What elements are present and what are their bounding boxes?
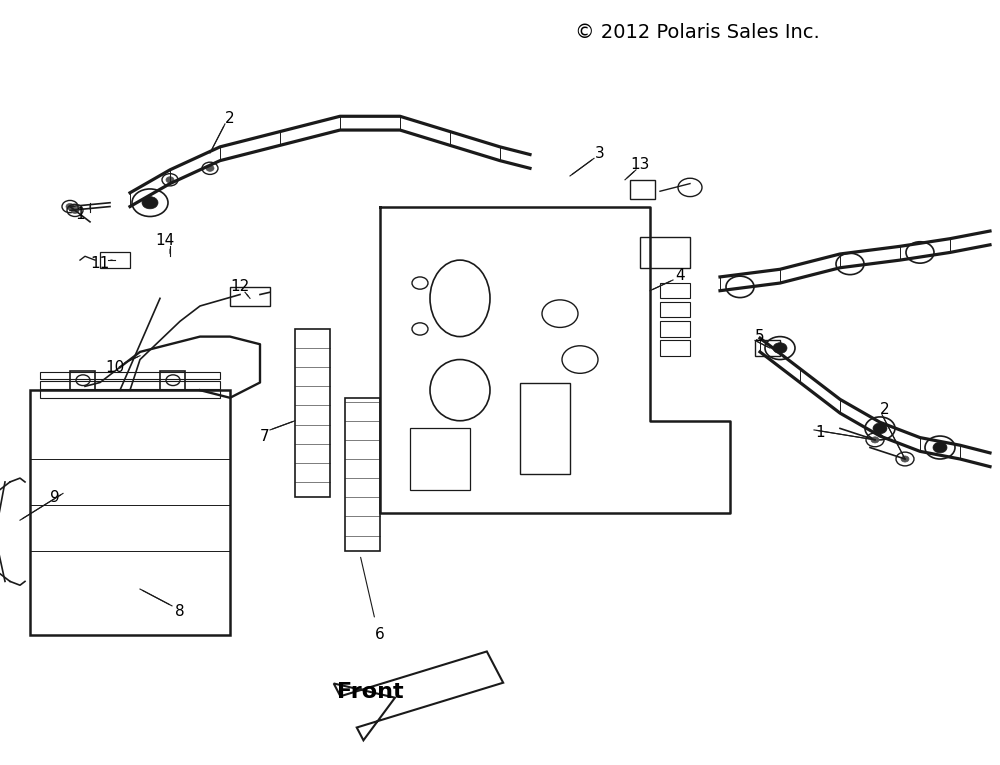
Text: 2: 2	[880, 402, 890, 417]
Bar	[660, 283, 690, 298]
Text: 12: 12	[230, 279, 250, 295]
Bar	[640, 237, 690, 268]
Bar	[630, 180, 655, 199]
Bar	[660, 340, 690, 356]
Text: 2: 2	[225, 111, 235, 126]
Bar	[40, 381, 220, 389]
Text: 7: 7	[260, 428, 270, 444]
Text: 3: 3	[595, 145, 605, 161]
Circle shape	[166, 177, 174, 183]
Circle shape	[933, 442, 947, 453]
Circle shape	[206, 165, 214, 171]
Polygon shape	[334, 652, 503, 741]
Circle shape	[71, 207, 79, 213]
Bar	[660, 321, 690, 337]
Circle shape	[773, 343, 787, 353]
Bar	[660, 302, 690, 317]
Text: 11: 11	[90, 256, 110, 272]
Text: 6: 6	[375, 627, 385, 643]
Circle shape	[66, 203, 74, 210]
Text: 13: 13	[630, 157, 650, 172]
Circle shape	[873, 423, 887, 434]
Text: Front: Front	[337, 682, 403, 702]
Bar	[295, 329, 330, 497]
Bar	[410, 428, 470, 490]
Bar	[70, 371, 95, 390]
Text: 1: 1	[75, 207, 85, 222]
Bar	[100, 252, 130, 268]
Bar	[40, 372, 220, 379]
Text: 5: 5	[755, 329, 765, 344]
Bar	[755, 340, 780, 356]
Bar	[345, 398, 380, 551]
Bar	[520, 382, 570, 474]
Circle shape	[901, 456, 909, 462]
Text: © 2012 Polaris Sales Inc.: © 2012 Polaris Sales Inc.	[575, 23, 820, 42]
Text: 1: 1	[815, 425, 825, 440]
Bar	[160, 371, 185, 390]
Bar	[40, 390, 220, 398]
Circle shape	[871, 437, 879, 443]
Circle shape	[142, 197, 158, 209]
Text: 9: 9	[50, 490, 60, 505]
Bar	[230, 287, 270, 306]
Text: 14: 14	[155, 233, 175, 249]
Text: 10: 10	[105, 360, 125, 375]
Text: 4: 4	[675, 268, 685, 283]
Text: 8: 8	[175, 604, 185, 620]
Bar	[30, 390, 230, 635]
